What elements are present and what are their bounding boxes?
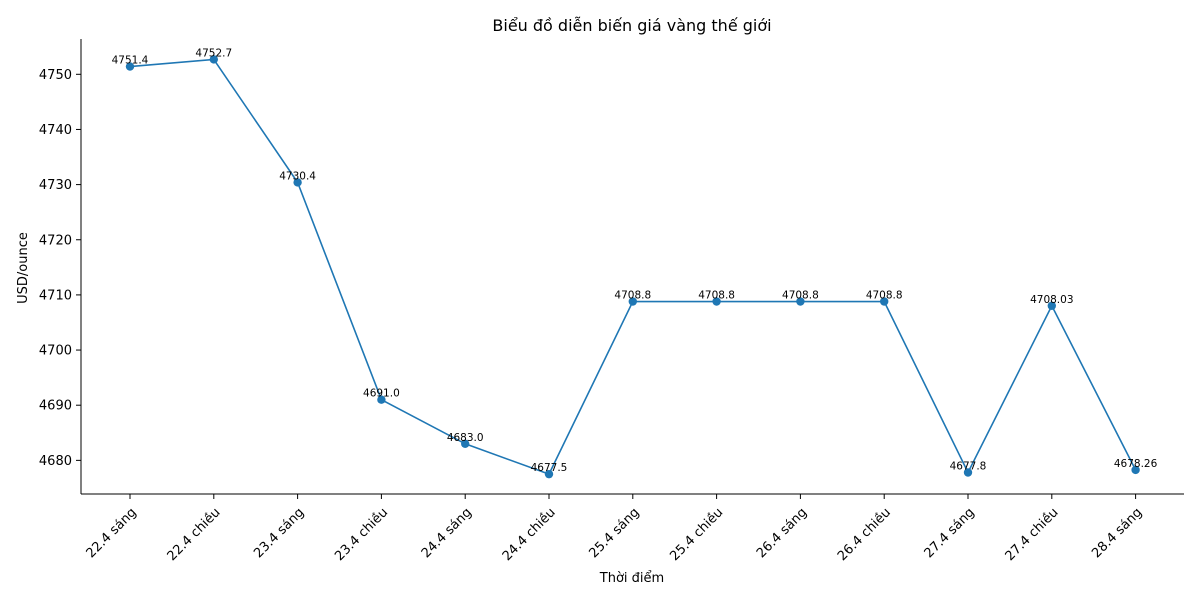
x-tick-label: 22.4 chiều — [165, 505, 224, 564]
data-label: 4708.03 — [1030, 294, 1073, 306]
data-point — [880, 297, 889, 306]
chart-title: Biểu đồ diễn biến giá vàng thế giới — [492, 16, 771, 35]
data-label: 4677.8 — [950, 460, 987, 472]
x-tick-label: 23.4 sáng — [251, 505, 307, 561]
data-point — [209, 55, 218, 64]
y-tick-label: 4700 — [39, 344, 72, 359]
x-tick-label: 27.4 sáng — [922, 505, 978, 561]
x-axis-label: Thời điểm — [599, 571, 664, 586]
x-tick-label: 26.4 sáng — [754, 505, 810, 561]
x-tick-label: 25.4 sáng — [586, 505, 642, 561]
y-tick-label: 4730 — [39, 178, 72, 193]
series-line — [129, 58, 1137, 476]
data-point — [125, 62, 135, 71]
data-label: 4683.0 — [447, 432, 484, 444]
data-label: 4730.4 — [279, 170, 316, 182]
data-label: 4708.8 — [782, 290, 819, 302]
x-tick-label: 28.4 sáng — [1089, 505, 1145, 561]
x-tick-label: 24.4 chiều — [500, 505, 559, 564]
x-tick-label: 24.4 sáng — [419, 505, 475, 561]
data-point — [1131, 465, 1140, 475]
y-tick-label: 4690 — [39, 399, 72, 414]
data-point — [1047, 301, 1057, 310]
data-label: 4708.8 — [866, 290, 903, 302]
data-label: 4691.0 — [363, 388, 400, 400]
plot-area: 4680 4690 4700 4710 4720 4730 4740 4750 22.4 sán… — [39, 39, 1184, 564]
y-tick-label: 4750 — [39, 68, 72, 83]
x-tick-label: 25.4 chiều — [667, 505, 726, 564]
data-label: 4751.4 — [112, 55, 149, 67]
data-point — [293, 178, 302, 187]
y-tick-label: 4740 — [39, 123, 72, 138]
y-axis-label: USD/ounce — [16, 232, 31, 304]
x-tick-label: 27.4 chiều — [1003, 505, 1062, 564]
data-point — [796, 297, 805, 306]
x-tick-label: 22.4 sáng — [84, 505, 140, 561]
data-label: 4678.26 — [1114, 458, 1158, 470]
data-point — [963, 468, 973, 477]
y-tick-label: 4680 — [39, 454, 72, 469]
x-tick-label: 23.4 chiều — [332, 505, 391, 564]
data-point — [628, 297, 637, 306]
y-tick-label: 4720 — [39, 233, 72, 248]
data-label: 4708.8 — [698, 290, 735, 302]
data-label: 4708.8 — [614, 290, 651, 302]
data-point — [461, 439, 470, 449]
data-point — [377, 395, 386, 404]
y-tick-label: 4710 — [39, 288, 72, 303]
data-point — [544, 469, 554, 479]
data-label: 4677.5 — [531, 462, 568, 474]
x-tick-label: 26.4 chiều — [835, 505, 894, 564]
data-point — [712, 297, 721, 306]
data-label: 4752.7 — [195, 47, 232, 59]
